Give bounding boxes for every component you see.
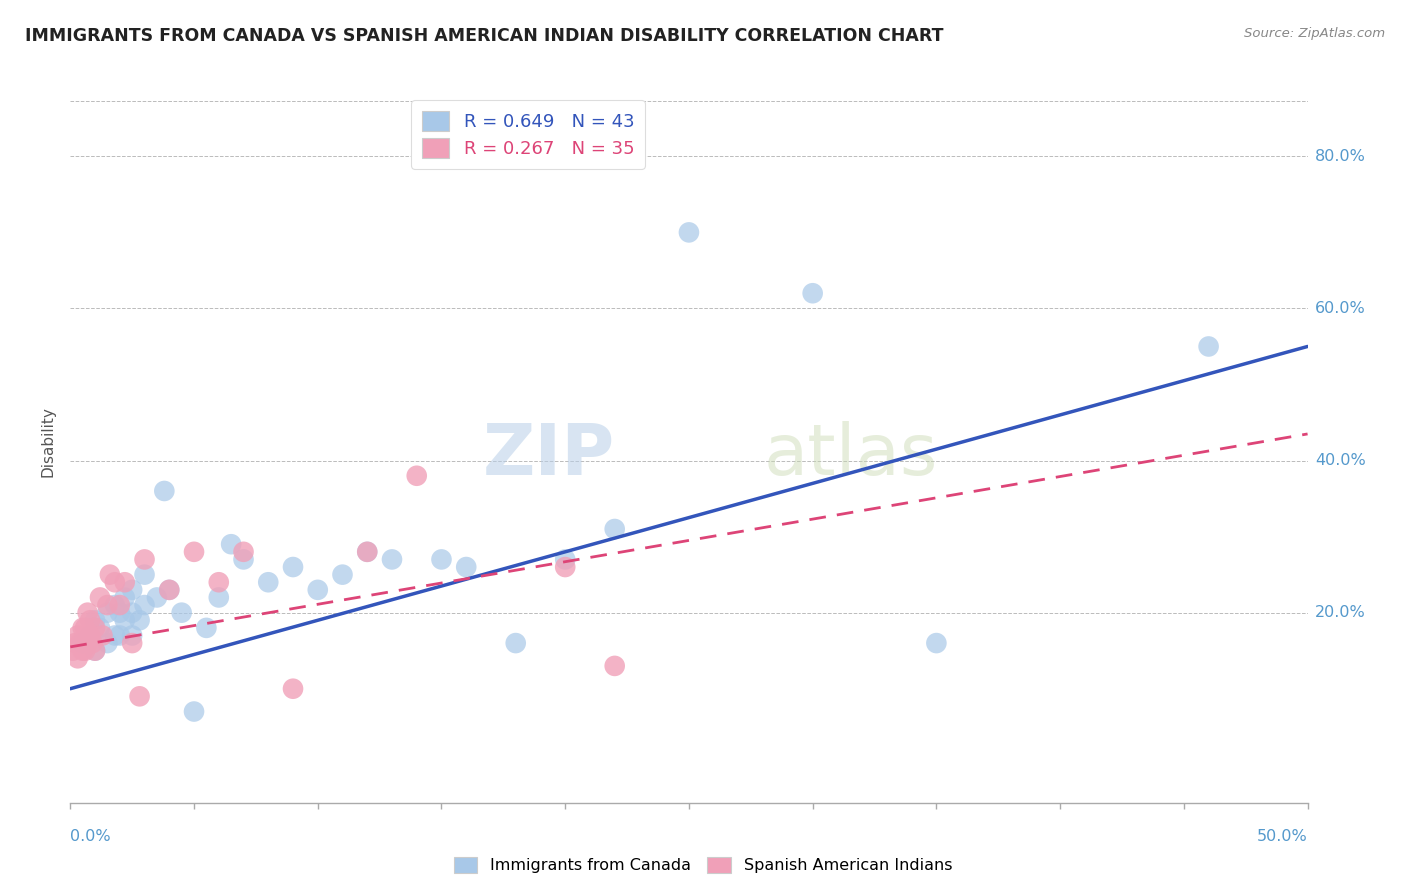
Point [84,613,107,627]
Point [281,681,304,696]
Point [405,468,427,483]
Text: atlas: atlas [763,422,938,491]
Point [96,606,118,620]
Point [79,628,101,642]
Point [134,552,156,566]
Text: Source: ZipAtlas.com: Source: ZipAtlas.com [1244,27,1385,40]
Point [108,598,131,612]
Point [121,606,143,620]
Point [96,598,118,612]
Point [79,628,101,642]
Point [456,560,478,574]
Point [134,567,156,582]
Point [108,606,131,620]
Point [281,560,304,574]
Text: 80.0%: 80.0% [1315,149,1365,164]
Text: 50.0%: 50.0% [1257,830,1308,845]
Point [208,575,231,590]
Y-axis label: Disability: Disability [39,406,55,477]
Point [925,636,948,650]
Point [307,582,329,597]
Point [96,636,118,650]
Point [356,545,378,559]
Point [157,582,180,597]
Text: 60.0%: 60.0% [1315,301,1365,316]
Point [356,545,378,559]
Point [91,628,114,642]
Point [554,552,576,566]
Point [128,613,150,627]
Text: 40.0%: 40.0% [1315,453,1365,468]
Point [153,483,176,498]
Point [72,621,94,635]
Point [62,643,84,657]
Point [114,613,136,627]
Point [84,643,107,657]
Point [219,537,242,551]
Point [98,567,121,582]
Point [603,659,626,673]
Point [430,552,453,566]
Point [121,582,143,597]
Point [134,598,156,612]
Point [121,636,143,650]
Point [72,643,94,657]
Point [232,545,254,559]
Point [195,621,218,635]
Point [82,636,104,650]
Point [208,591,231,605]
Point [104,598,127,612]
Point [128,690,150,704]
Point [75,643,97,657]
Point [603,522,626,536]
Point [170,606,193,620]
Point [678,226,700,240]
Legend: Immigrants from Canada, Spanish American Indians: Immigrants from Canada, Spanish American… [447,850,959,880]
Point [89,621,111,635]
Text: 0.0%: 0.0% [70,830,111,845]
Legend: R = 0.649   N = 43, R = 0.267   N = 35: R = 0.649 N = 43, R = 0.267 N = 35 [411,100,645,169]
Point [66,628,89,642]
Point [76,606,98,620]
Point [381,552,404,566]
Point [232,552,254,566]
Point [146,591,169,605]
Text: 20.0%: 20.0% [1315,605,1365,620]
Text: IMMIGRANTS FROM CANADA VS SPANISH AMERICAN INDIAN DISABILITY CORRELATION CHART: IMMIGRANTS FROM CANADA VS SPANISH AMERIC… [25,27,943,45]
Point [75,621,97,635]
Point [79,613,101,627]
Point [332,567,354,582]
Point [66,651,89,665]
Point [554,560,576,574]
Point [114,591,136,605]
Point [84,621,107,635]
Point [69,636,91,650]
Point [801,286,824,301]
Point [114,575,136,590]
Text: ZIP: ZIP [482,422,614,491]
Point [89,591,111,605]
Point [157,582,180,597]
Point [505,636,527,650]
Point [183,545,205,559]
Point [65,636,87,650]
Point [257,575,280,590]
Point [108,628,131,642]
Point [76,636,98,650]
Point [104,628,127,642]
Point [72,636,94,650]
Point [183,705,205,719]
Point [1198,339,1220,353]
Point [84,643,107,657]
Point [121,628,143,642]
Point [104,575,127,590]
